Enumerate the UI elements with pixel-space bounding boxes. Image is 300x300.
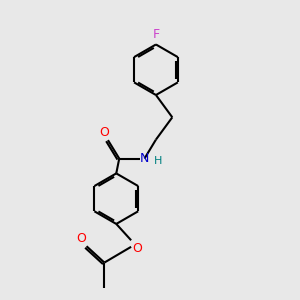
Text: H: H [154, 156, 162, 166]
Text: O: O [133, 242, 142, 255]
Text: O: O [99, 126, 109, 139]
Text: F: F [152, 28, 160, 41]
Text: N: N [140, 152, 149, 165]
Text: O: O [76, 232, 86, 245]
